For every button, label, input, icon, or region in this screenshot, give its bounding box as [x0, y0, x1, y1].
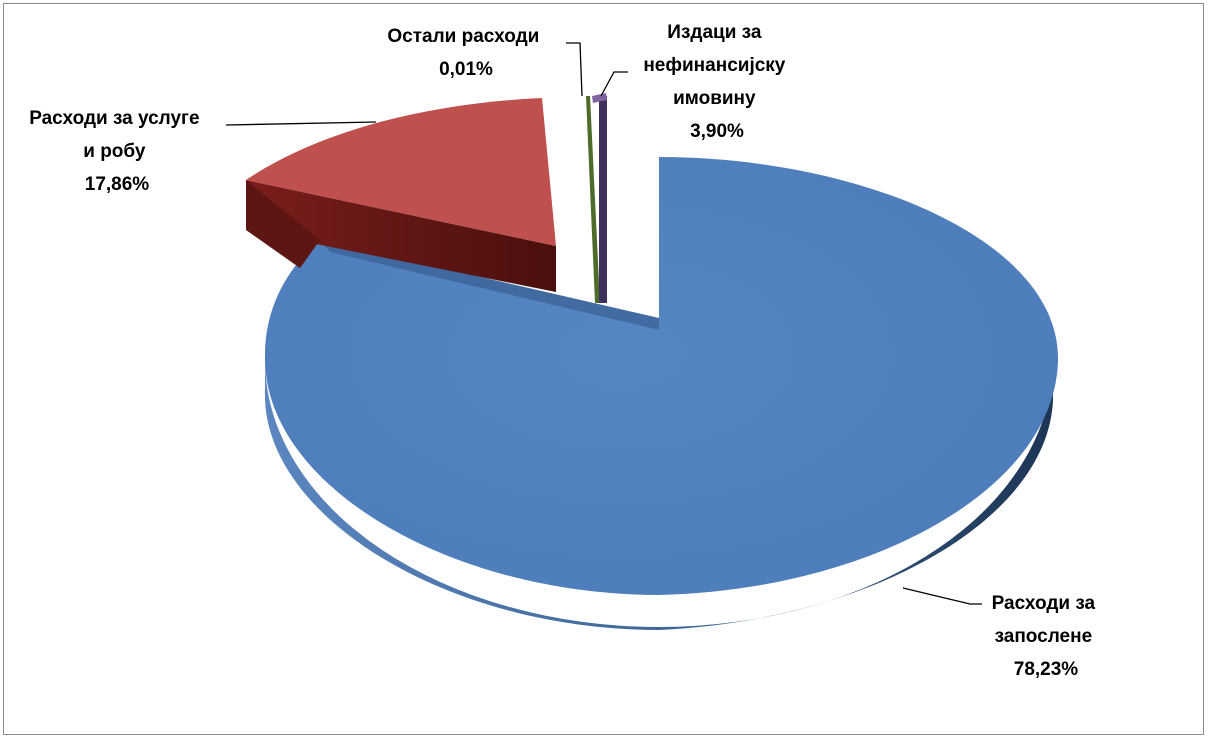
slice-top-izdaci-za-imovinu: [592, 93, 607, 103]
slice-top-ostali-rashodi: [586, 96, 600, 303]
label-line: Остали расходи: [387, 26, 539, 47]
label-line: нефинансијску: [643, 55, 785, 76]
data-label-izdaci-za-imovinu: Издаци за нефинансијску имовину 3,90%: [643, 22, 790, 142]
slice-ostali-rashodi: [586, 96, 600, 303]
slice-rashodi-za-zaposlene: [264, 157, 1059, 630]
slice-top-rashodi-za-zaposlene: [264, 157, 1059, 595]
data-label-rashodi-za-usluge: Расходи за услуге и робу 17,86%: [29, 108, 205, 195]
slice-side-rashodi-za-usluge: [246, 180, 556, 292]
data-label-rashodi-za-zaposlene: Расходи за запослене 78,23%: [992, 593, 1101, 680]
label-line: Расходи за услуге: [29, 108, 199, 129]
leader-line-rashodi-za-usluge: [225, 121, 377, 126]
leader-line-izdaci-za-imovinu: [600, 71, 628, 97]
slice-side2-rashodi-za-usluge: [246, 180, 320, 268]
value-label: 3,90%: [690, 121, 744, 142]
leader-line-ostali-rashodi: [566, 42, 583, 97]
label-line: запослене: [995, 626, 1093, 647]
label-line: имовину: [673, 88, 756, 109]
label-line: Расходи за: [992, 593, 1096, 614]
slice-side-izdaci-za-imovinu: [599, 96, 607, 303]
value-label: 78,23%: [1014, 659, 1079, 680]
label-line: и робу: [83, 141, 146, 162]
leader-line-rashodi-za-zaposlene: [902, 587, 982, 605]
value-label: 17,86%: [85, 174, 150, 195]
label-line: Издаци за: [667, 22, 762, 43]
slice-cut-rashodi-za-zaposlene: [320, 240, 659, 330]
slice-rashodi-za-usluge: [246, 98, 556, 292]
slice-top-rashodi-za-usluge: [246, 98, 556, 246]
slice-izdaci-za-imovinu: [592, 93, 607, 303]
data-label-ostali-rashodi: Остали расходи 0,01%: [387, 26, 544, 80]
value-label: 0,01%: [439, 59, 493, 80]
